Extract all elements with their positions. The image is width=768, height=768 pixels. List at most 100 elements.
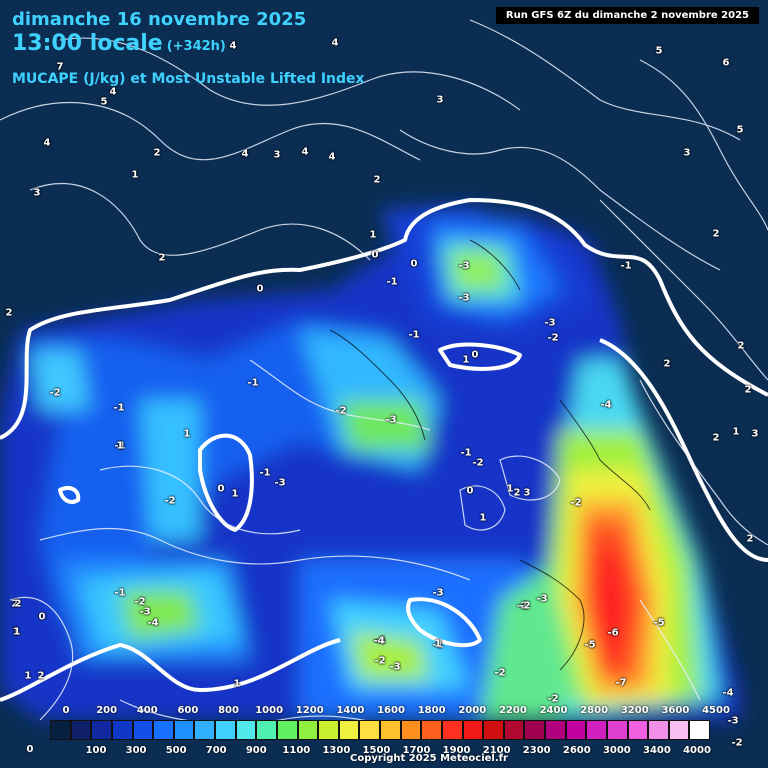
contour-label: 4 <box>328 151 336 163</box>
li-label: -6 <box>607 627 619 639</box>
li-label: -3 <box>274 477 286 489</box>
contour-label: 1 <box>732 426 740 438</box>
li-label: -4 <box>147 617 159 629</box>
li-label: -2 <box>164 495 176 507</box>
scale-tick-lower: 1300 <box>322 745 351 756</box>
li-label: -2 <box>570 497 582 509</box>
scale-tick-upper: 1000 <box>255 705 284 716</box>
li-label: -1 <box>247 377 259 389</box>
scale-swatch <box>627 720 649 740</box>
li-label: -2 <box>516 600 528 612</box>
scale-tick-upper: 2000 <box>458 705 487 716</box>
scale-tick-zero: 0 <box>26 744 34 755</box>
contour-label: 3 <box>523 487 531 499</box>
copyright: Copyright 2025 Meteociel.fr <box>350 753 508 764</box>
contour-label: 1 <box>13 626 21 638</box>
scale-tick-lower: 1500 <box>362 745 391 756</box>
contour-label: 3 <box>273 149 281 161</box>
scale-swatch <box>586 720 607 740</box>
scale-swatch <box>400 720 422 740</box>
scale-swatch <box>318 720 339 740</box>
li-label: -3 <box>727 715 739 727</box>
contour-label: 1 <box>233 678 241 690</box>
scale-tick-upper: 600 <box>177 705 199 716</box>
scale-swatch <box>380 720 401 740</box>
li-label: -3 <box>389 661 401 673</box>
contour-label: 2 <box>663 358 671 370</box>
scale-tick-lower: 4000 <box>683 745 711 756</box>
contour-label: 2 <box>158 252 166 264</box>
contour-label: 1 <box>462 354 470 366</box>
color-scale <box>50 720 710 742</box>
parameter-title: MUCAPE (J/kg) et Most Unstable Lifted In… <box>12 71 365 87</box>
contour-label: 0 <box>471 349 479 361</box>
scale-swatch <box>606 720 628 740</box>
li-label: -1 <box>432 639 444 651</box>
scale-swatch <box>421 720 442 740</box>
scale-swatch <box>441 720 463 740</box>
scale-swatch <box>235 720 257 740</box>
contour-label: 5 <box>100 96 108 108</box>
scale-swatch <box>648 720 669 740</box>
li-label: -4 <box>600 399 612 411</box>
contour-label: 2 <box>513 487 521 499</box>
contour-label: 2 <box>712 228 720 240</box>
contour-label: 4 <box>229 40 237 52</box>
li-label: -2 <box>134 596 146 608</box>
contour-label: 0 <box>410 258 418 270</box>
li-label: -5 <box>584 639 596 651</box>
contour-label: 1 <box>506 483 514 495</box>
contour-label: 3 <box>436 94 444 106</box>
scale-swatch <box>276 720 298 740</box>
contour-label: 1 <box>479 512 487 524</box>
li-label: -3 <box>139 606 151 618</box>
scale-swatch <box>91 720 112 740</box>
contour-label: 4 <box>301 146 309 158</box>
run-info-badge: Run GFS 6Z du dimanche 2 novembre 2025 <box>495 7 759 24</box>
scale-tick-lower: 1700 <box>402 745 431 756</box>
contour-label: 1 <box>116 440 124 452</box>
li-label: -1 <box>114 440 126 452</box>
forecast-lead-time: (+342h) <box>166 39 226 54</box>
li-label: -5 <box>653 617 665 629</box>
contour-label: 1 <box>183 428 191 440</box>
scale-swatch <box>338 720 360 740</box>
scale-tick-upper: 800 <box>218 705 239 716</box>
forecast-local-time: 13:00 locale <box>12 31 163 56</box>
scale-tick-lower: 1900 <box>442 745 471 756</box>
li-label: -2 <box>731 737 743 749</box>
li-label: -4 <box>374 635 386 647</box>
contour-label: 1 <box>434 638 442 650</box>
scale-tick-lower: 900 <box>245 745 267 756</box>
li-label: -1 <box>386 276 398 288</box>
contour-label: 0 <box>217 483 225 495</box>
scale-tick-lower: 3400 <box>643 745 671 756</box>
scale-swatch <box>359 720 380 740</box>
li-label: -1 <box>113 402 125 414</box>
scale-tick-lower: 500 <box>165 745 187 756</box>
li-label: -1 <box>114 587 126 599</box>
li-label: -3 <box>385 414 397 426</box>
scale-tick-upper: 3600 <box>661 705 690 716</box>
scale-swatch <box>256 720 277 740</box>
li-label: -2 <box>519 600 531 612</box>
scale-tick-lower: 3000 <box>602 745 631 756</box>
scale-swatch <box>483 720 504 740</box>
scale-tick-upper: 1400 <box>336 705 365 716</box>
li-label: -2 <box>547 693 559 705</box>
li-label: -2 <box>472 457 484 469</box>
scale-swatch <box>668 720 690 740</box>
contour-label: 2 <box>737 340 745 352</box>
contour-label: 1 <box>12 626 20 638</box>
scale-swatch <box>153 720 174 740</box>
li-label: -3 <box>544 317 556 329</box>
scale-tick-upper: 2800 <box>580 705 609 716</box>
scale-tick-upper: 400 <box>136 705 158 716</box>
contour-label: 4 <box>331 37 339 49</box>
contour-label: 2 <box>14 598 22 610</box>
scale-tick-lower: 700 <box>205 745 227 756</box>
li-label: -2 <box>547 332 559 344</box>
coastlines <box>329 239 651 671</box>
contour-label: 3 <box>683 147 691 159</box>
